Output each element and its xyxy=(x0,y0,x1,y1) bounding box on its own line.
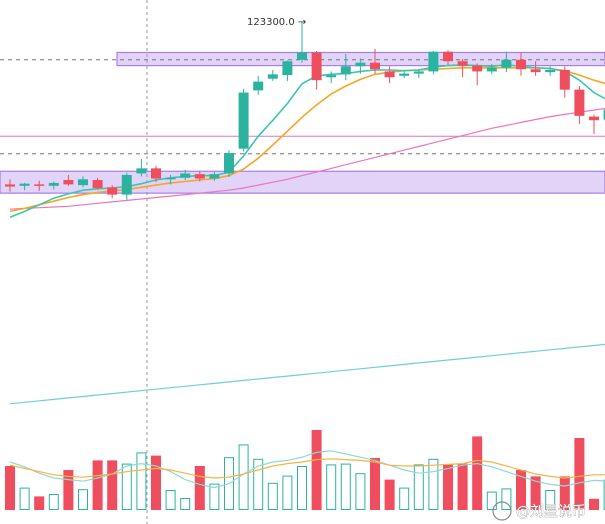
candle-body xyxy=(121,174,132,195)
volume-bar xyxy=(238,444,249,510)
volume-bar xyxy=(326,464,337,510)
candle-body xyxy=(194,174,205,179)
volume-bar xyxy=(399,487,410,511)
volume-bar xyxy=(19,487,30,511)
price-candles xyxy=(5,21,605,200)
volume-bar xyxy=(574,438,585,510)
moving-average-lines xyxy=(9,64,605,405)
volume-bar xyxy=(545,490,556,510)
candle-body xyxy=(136,168,147,174)
volume-bar xyxy=(486,491,497,511)
candle-body xyxy=(63,180,74,185)
volume-bar xyxy=(340,463,351,511)
volume-bar xyxy=(384,479,395,510)
supply-demand-zones xyxy=(0,51,605,194)
horizontal-levels xyxy=(0,59,605,155)
volume-bar xyxy=(209,483,220,511)
volume-bar xyxy=(457,463,468,510)
candle-body xyxy=(224,153,234,174)
candle-body xyxy=(19,183,30,186)
volume-bar xyxy=(78,489,88,511)
candle-body xyxy=(340,66,351,75)
volume-bar xyxy=(282,475,293,511)
volume-bar xyxy=(530,476,541,510)
candle-body xyxy=(326,75,337,78)
candle-body xyxy=(472,65,483,72)
candle-body xyxy=(559,69,570,90)
volume-bars xyxy=(5,430,605,511)
volume-bar xyxy=(516,470,526,510)
candle-body xyxy=(516,59,526,70)
candle-body xyxy=(603,109,605,120)
watermark: @刘星说币 xyxy=(492,501,586,521)
candle-body xyxy=(428,51,439,72)
candle-body xyxy=(78,179,88,186)
candle-body xyxy=(589,116,599,121)
volume-bar xyxy=(121,463,132,511)
volume-bar xyxy=(165,490,176,510)
peak-annotation: 123300.0 → xyxy=(247,17,306,28)
volume-bar xyxy=(107,460,118,510)
volume-ma-orange-line xyxy=(9,458,605,479)
volume-bar xyxy=(297,466,307,510)
candle-body xyxy=(574,89,585,116)
candle-body xyxy=(238,92,249,149)
candle-body xyxy=(443,51,453,62)
volume-bar xyxy=(559,476,570,510)
ma-long-line xyxy=(9,343,605,405)
volume-bar xyxy=(501,488,512,510)
candle-body xyxy=(34,184,45,186)
candle-body xyxy=(282,61,293,76)
candle-body xyxy=(457,61,468,66)
candle-body xyxy=(253,81,264,91)
volume-bar xyxy=(136,452,147,510)
volume-bar xyxy=(267,482,278,510)
candle-body xyxy=(209,174,220,179)
candle-body xyxy=(486,67,497,72)
ma-fast-line xyxy=(9,64,605,218)
volume-bar xyxy=(63,470,74,510)
volume-bar xyxy=(48,494,59,510)
candle-body xyxy=(413,71,424,74)
candle-body xyxy=(297,52,307,60)
watermark-logo-icon xyxy=(492,501,512,521)
candle-body xyxy=(530,69,541,73)
candle-body xyxy=(311,52,322,81)
watermark-text: @刘星说币 xyxy=(516,504,586,520)
peak-price-label: 123300.0 → xyxy=(247,17,306,28)
volume-bar xyxy=(355,473,366,511)
candle-body xyxy=(384,71,395,78)
candle-body xyxy=(501,59,512,68)
candle-body xyxy=(399,73,410,76)
candle-body xyxy=(165,177,176,180)
candle-body xyxy=(107,187,118,195)
candle-body xyxy=(355,62,366,67)
candle-body xyxy=(370,62,380,70)
volume-bar xyxy=(194,466,205,510)
candle-body xyxy=(92,180,103,189)
candle-body xyxy=(545,69,556,73)
candle-body xyxy=(180,173,191,178)
volume-bar xyxy=(5,466,15,510)
candle-body xyxy=(5,184,15,187)
volume-bar xyxy=(34,496,45,510)
candle-body xyxy=(48,182,59,186)
volume-bar xyxy=(428,458,439,510)
volume-bar xyxy=(180,498,191,510)
volume-bar xyxy=(413,464,424,510)
candle-body xyxy=(267,74,278,79)
volume-bar xyxy=(253,458,264,510)
volume-bar xyxy=(151,455,161,510)
volume-bar xyxy=(92,460,103,510)
volume-bar xyxy=(311,430,322,510)
volume-moving-averages xyxy=(9,450,605,489)
volume-bar xyxy=(443,464,453,510)
volume-bar xyxy=(589,498,599,510)
candle-body xyxy=(151,168,161,179)
ma-slow-line xyxy=(9,107,605,210)
volume-bar xyxy=(472,436,483,510)
volume-bar xyxy=(370,458,380,510)
